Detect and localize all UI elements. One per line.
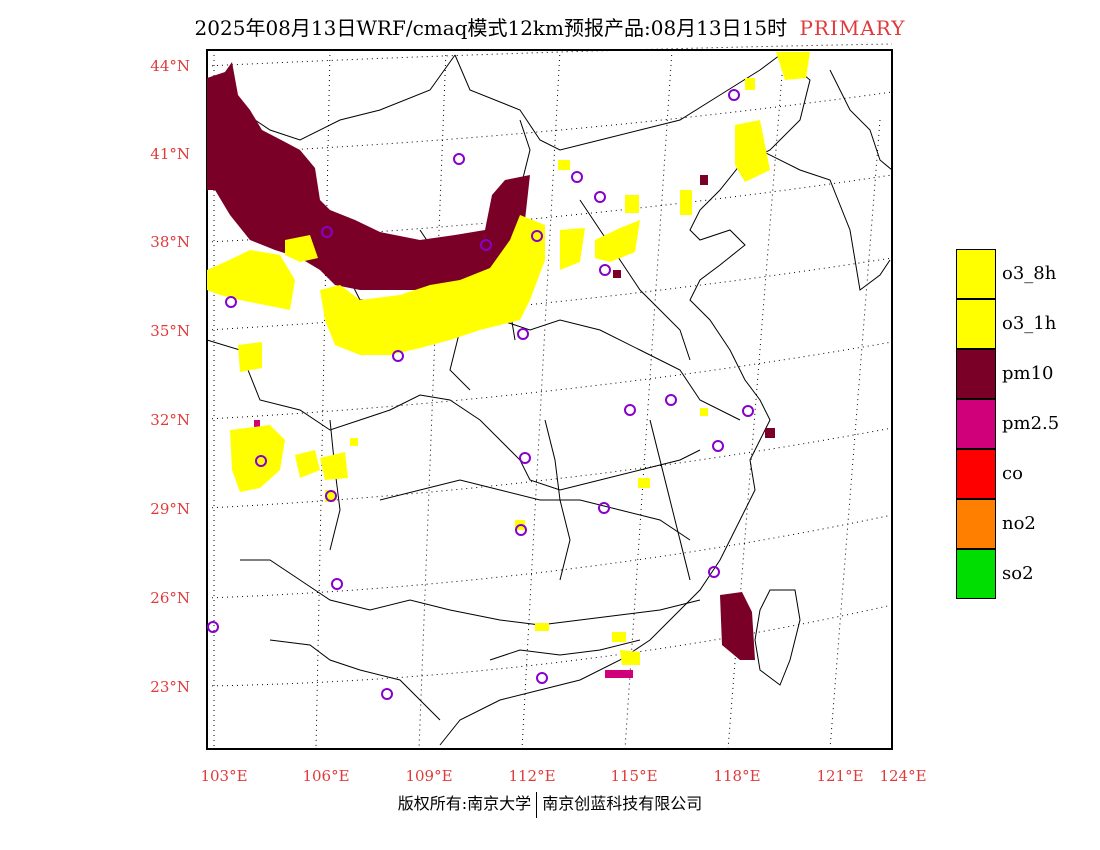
copyright-right: 南京创蓝科技有限公司 [542,794,703,813]
lon-label-121: 121°E [816,767,863,785]
legend-swatch [956,399,996,449]
legend-swatch [956,299,996,349]
pm10-patches [207,62,775,660]
legend-item-no2: no2 [956,499,1096,549]
pollutant-legend: o3_8h o3_1h pm10 pm2.5 co no2 so2 [956,249,1096,599]
legend-swatch [956,349,996,399]
lat-label-35: 35°N [150,322,190,340]
lat-label-41: 41°N [150,145,190,163]
lon-label-112: 112°E [508,767,555,785]
copyright-footer: 版权所有:南京大学 南京创蓝科技有限公司 [0,790,1100,818]
legend-label: co [1002,463,1023,484]
legend-item-pm10: pm10 [956,349,1096,399]
lat-label-38: 38°N [150,233,190,251]
lon-label-115: 115°E [610,767,657,785]
copyright-left: 版权所有:南京大学 [397,794,532,813]
legend-item-pm25: pm2.5 [956,399,1096,449]
legend-label: o3_8h [1002,263,1057,284]
legend-item-o3-1h: o3_1h [956,299,1096,349]
lat-label-29: 29°N [150,500,190,518]
legend-item-o3-8h: o3_8h [956,249,1096,299]
legend-swatch [956,249,996,299]
lon-label-124: 124°E [879,767,926,785]
lon-label-106: 106°E [302,767,349,785]
legend-swatch [956,499,996,549]
legend-item-co: co [956,449,1096,499]
latitude-labels: 44°N 41°N 38°N 35°N 32°N 29°N 26°N 23°N [150,57,190,696]
footer-separator [536,791,538,818]
station-markers [207,89,754,700]
lat-label-23: 23°N [150,678,190,696]
legend-label: pm2.5 [1002,413,1060,434]
legend-swatch [956,449,996,499]
map-title: 2025年08月13日WRF/cmaq模式12km预报产品:08月13日15时 … [0,12,1100,41]
legend-label: o3_1h [1002,313,1057,334]
legend-swatch [956,549,996,599]
legend-label: pm10 [1002,363,1054,384]
lat-label-26: 26°N [150,589,190,607]
title-main: 2025年08月13日WRF/cmaq模式12km预报产品:08月13日15时 [194,16,788,40]
graticule [206,43,893,750]
lon-label-103: 103°E [200,767,247,785]
title-primary-tag: PRIMARY [799,16,906,40]
lon-label-118: 118°E [713,767,760,785]
lon-label-109: 109°E [405,767,452,785]
legend-label: so2 [1002,563,1034,584]
longitude-labels: 103°E 106°E 109°E 112°E 115°E 118°E 121°… [200,767,926,785]
lat-label-44: 44°N [150,57,190,75]
lat-label-32: 32°N [150,411,190,429]
legend-item-so2: so2 [956,549,1096,599]
legend-label: no2 [1002,513,1036,534]
map-frame [206,49,893,750]
